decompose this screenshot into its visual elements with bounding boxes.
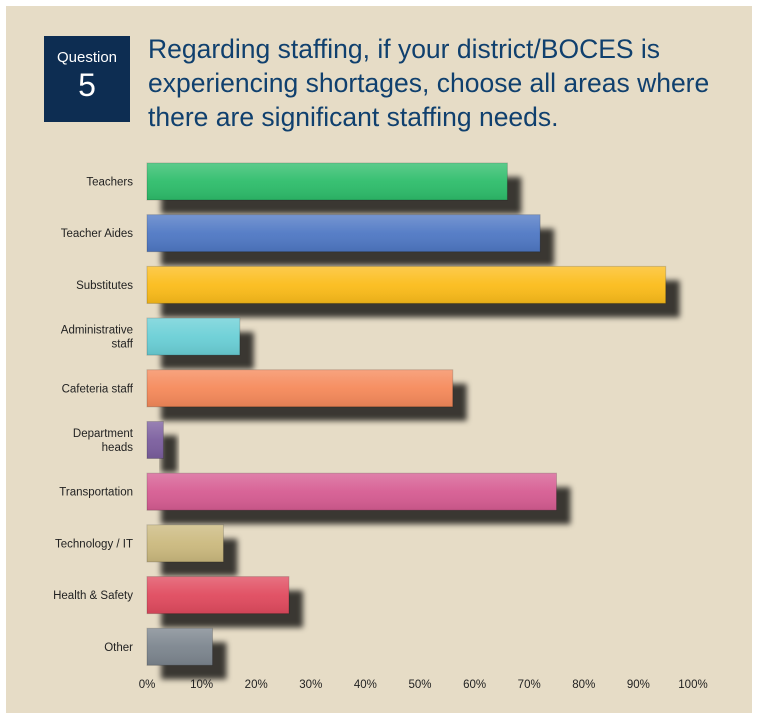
x-tick-label: 20% — [245, 679, 268, 691]
bar-gloss — [147, 421, 164, 459]
question-badge: Question 5 — [44, 36, 130, 122]
bar-gloss — [147, 576, 289, 614]
question-number: 5 — [78, 67, 96, 103]
category-label: Administrative staff — [61, 325, 134, 351]
category-label: Teacher Aides — [61, 228, 133, 240]
x-tick-label: 50% — [408, 679, 431, 691]
bar-gloss — [147, 524, 224, 562]
bar-gloss — [147, 214, 541, 252]
x-tick-label: 80% — [572, 679, 595, 691]
question-word: Question — [56, 49, 118, 66]
bar-gloss — [147, 163, 508, 200]
x-tick-label: 100% — [678, 679, 707, 691]
category-label: Substitutes — [76, 280, 133, 292]
question-text: Regarding staffing, if your district/BOC… — [148, 34, 710, 132]
bar-gloss — [147, 628, 213, 666]
chart-panel — [6, 6, 752, 713]
category-label: Teachers — [86, 177, 133, 189]
category-label: Technology / IT — [55, 538, 133, 550]
bar-gloss — [147, 473, 557, 511]
category-label: Other — [104, 642, 133, 654]
category-label: Cafeteria staff — [62, 383, 134, 395]
category-label: Department heads — [73, 428, 134, 454]
x-tick-label: 40% — [354, 679, 377, 691]
bar-gloss — [147, 266, 666, 304]
x-tick-label: 90% — [627, 679, 650, 691]
x-tick-label: 60% — [463, 679, 486, 691]
x-tick-label: 0% — [139, 679, 156, 691]
bar-gloss — [147, 318, 240, 356]
bar-shadow — [161, 435, 178, 473]
x-tick-label: 70% — [518, 679, 541, 691]
category-label: Health & Safety — [53, 590, 133, 602]
category-label: Transportation — [59, 487, 133, 499]
x-tick-label: 10% — [190, 679, 213, 691]
bar-gloss — [147, 369, 453, 407]
x-tick-label: 30% — [299, 679, 322, 691]
